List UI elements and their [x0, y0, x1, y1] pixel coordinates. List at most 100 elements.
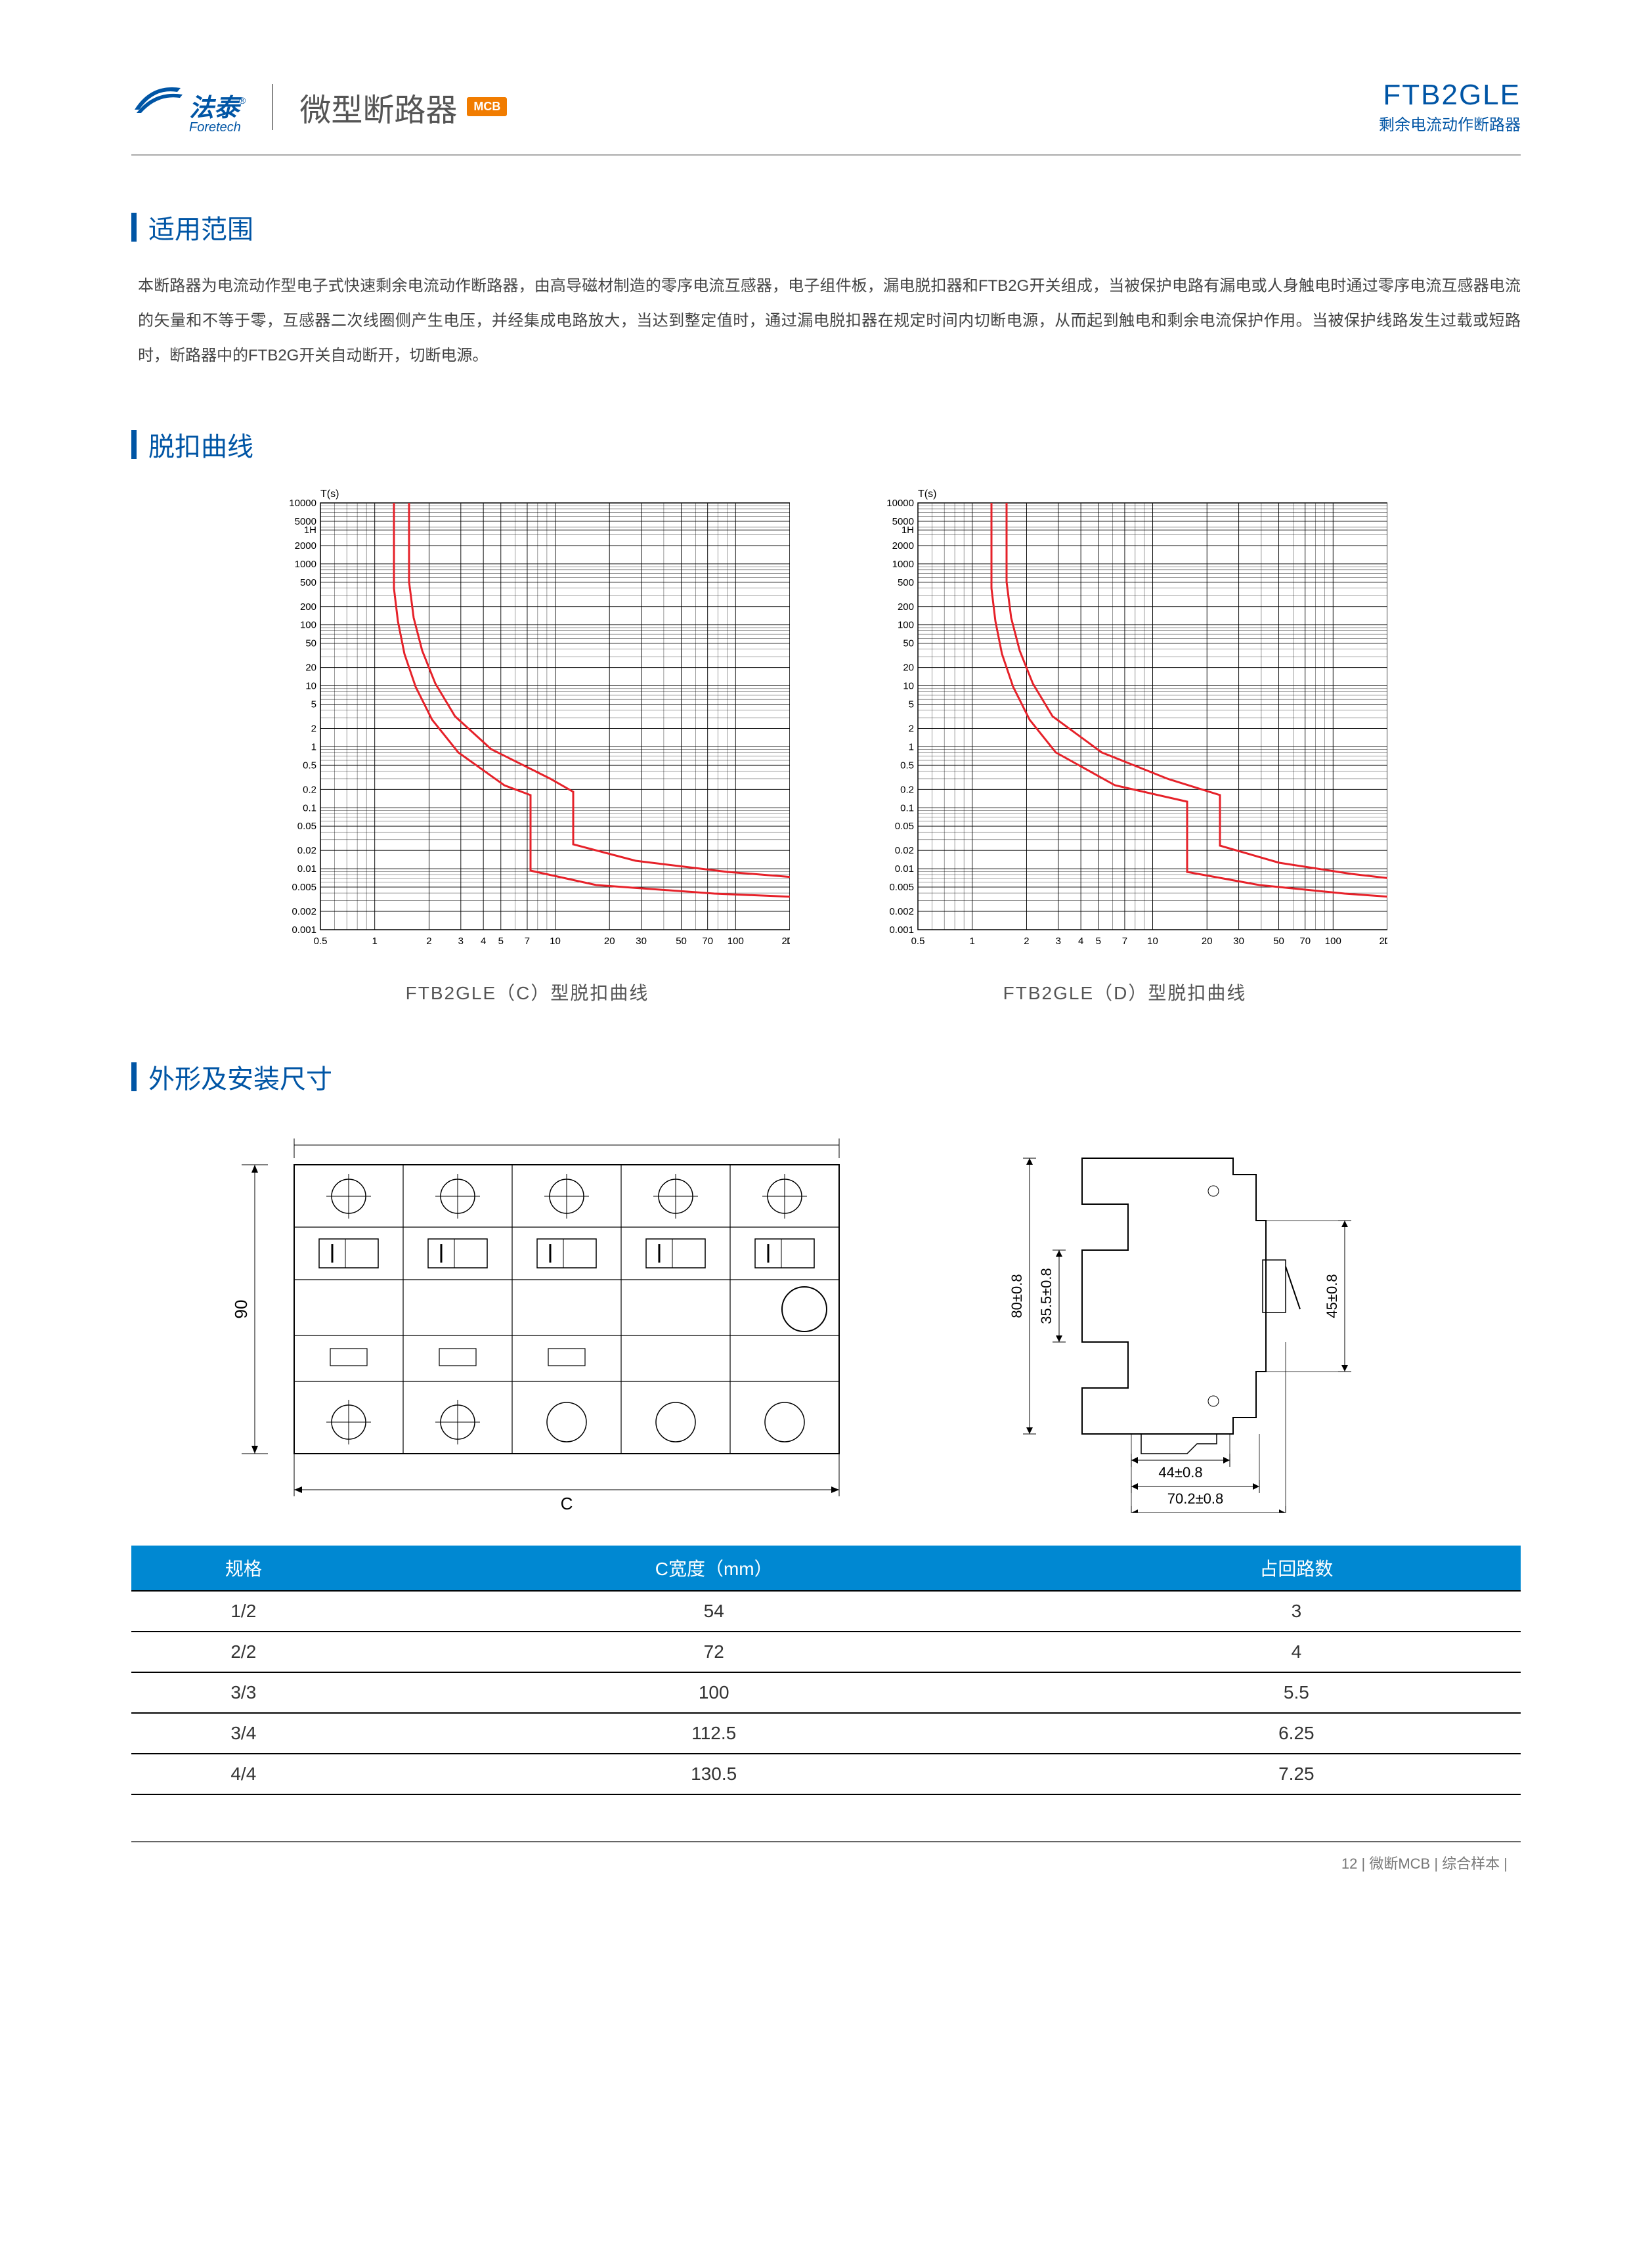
- svg-text:0.2: 0.2: [900, 785, 914, 796]
- table-cell: 4: [1072, 1632, 1521, 1672]
- table-cell: 72: [356, 1632, 1072, 1672]
- front-drawing: 90C: [189, 1119, 911, 1513]
- svg-text:2: 2: [311, 724, 316, 735]
- svg-text:20: 20: [305, 662, 316, 674]
- svg-text:50: 50: [676, 936, 687, 947]
- logo-en: Foretech: [189, 121, 246, 134]
- chart-c-caption: FTB2GLE（C）型脱扣曲线: [265, 979, 790, 1005]
- svg-text:50: 50: [305, 638, 316, 649]
- svg-text:5: 5: [1096, 936, 1101, 947]
- table-row: 3/31005.5: [131, 1672, 1521, 1713]
- logo-text: 法泰® Foretech: [189, 96, 246, 134]
- svg-text:0.5: 0.5: [900, 760, 914, 771]
- section-dimensions: 外形及安装尺寸 90C 80±0.8 35.5±0.8 45±0.8 44±0.8 70…: [131, 1058, 1521, 1795]
- section-title: 适用范围: [131, 208, 1521, 246]
- mcb-badge: MCB: [467, 97, 507, 116]
- svg-text:100: 100: [898, 620, 914, 631]
- svg-text:2: 2: [1024, 936, 1029, 947]
- scope-description: 本断路器为电流动作型电子式快速剩余电流动作断路器，由高导磁材制造的零序电流互感器…: [131, 269, 1521, 373]
- page-header: 法泰® Foretech 微型断路器 MCB FTB2GLE 剩余电流动作断路器: [131, 79, 1521, 156]
- dimensions-table: 规格C宽度（mm）占回路数 1/25432/27243/31005.53/411…: [131, 1546, 1521, 1795]
- table-cell: 112.5: [356, 1713, 1072, 1754]
- svg-text:44±0.8: 44±0.8: [1158, 1464, 1202, 1481]
- product-subtitle: 剩余电流动作断路器: [1379, 112, 1521, 135]
- svg-text:0.5: 0.5: [303, 760, 316, 771]
- svg-text:7: 7: [525, 936, 530, 947]
- svg-text:T(s): T(s): [320, 488, 339, 500]
- svg-text:30: 30: [1233, 936, 1244, 947]
- table-row: 3/4112.56.25: [131, 1713, 1521, 1754]
- svg-text:10: 10: [550, 936, 561, 947]
- svg-text:100: 100: [300, 620, 316, 631]
- logo-swoosh-icon: [131, 80, 184, 116]
- section-title: 脱扣曲线: [131, 425, 1521, 464]
- table-header-cell: C宽度（mm）: [356, 1546, 1072, 1591]
- title-bar-icon: [131, 1062, 137, 1091]
- charts-row: 1000050001H200010005002001005020105210.5…: [131, 487, 1521, 1005]
- logo: 法泰® Foretech: [131, 80, 246, 134]
- svg-text:1: 1: [372, 936, 378, 947]
- svg-text:0.05: 0.05: [895, 821, 914, 833]
- chart-d: 1000050001H200010005002001005020105210.5…: [862, 487, 1387, 1005]
- chart-d-caption: FTB2GLE（D）型脱扣曲线: [862, 979, 1387, 1005]
- svg-text:20: 20: [1202, 936, 1213, 947]
- svg-text:3: 3: [458, 936, 464, 947]
- svg-text:20: 20: [903, 662, 914, 674]
- header-right: FTB2GLE 剩余电流动作断路器: [1379, 79, 1521, 135]
- svg-text:1H: 1H: [304, 525, 316, 536]
- svg-text:0.001: 0.001: [889, 924, 914, 936]
- svg-text:0.005: 0.005: [889, 882, 914, 893]
- svg-text:45±0.8: 45±0.8: [1324, 1274, 1340, 1318]
- side-drawing: 80±0.835.5±0.845±0.844±0.870.2±0.875.7±0…: [951, 1119, 1463, 1513]
- section-scope: 适用范围 本断路器为电流动作型电子式快速剩余电流动作断路器，由高导磁材制造的零序…: [131, 208, 1521, 373]
- svg-text:1000: 1000: [295, 559, 316, 570]
- svg-text:4: 4: [481, 936, 486, 947]
- table-cell: 1/2: [131, 1591, 356, 1632]
- svg-text:0.002: 0.002: [889, 906, 914, 917]
- table-cell: 6.25: [1072, 1713, 1521, 1754]
- svg-text:70.2±0.8: 70.2±0.8: [1167, 1490, 1223, 1507]
- svg-text:0.05: 0.05: [297, 821, 316, 833]
- table-cell: 5.5: [1072, 1672, 1521, 1713]
- table-header-cell: 规格: [131, 1546, 356, 1591]
- svg-text:10000: 10000: [289, 498, 316, 509]
- svg-text:200: 200: [898, 601, 914, 613]
- svg-text:10: 10: [903, 681, 914, 692]
- svg-text:80±0.8: 80±0.8: [1009, 1274, 1025, 1318]
- svg-text:0.005: 0.005: [292, 882, 316, 893]
- vertical-divider: [272, 84, 273, 130]
- table-cell: 3: [1072, 1591, 1521, 1632]
- section3-title: 外形及安装尺寸: [148, 1058, 332, 1096]
- svg-text:0.01: 0.01: [895, 864, 914, 875]
- title-bar-icon: [131, 430, 137, 459]
- table-cell: 130.5: [356, 1754, 1072, 1794]
- chart-d-svg: 1000050001H200010005002001005020105210.5…: [862, 487, 1387, 966]
- title-bar-icon: [131, 213, 137, 242]
- svg-text:1: 1: [909, 742, 914, 753]
- logo-cn: 法泰: [189, 95, 239, 122]
- svg-text:5: 5: [909, 699, 914, 710]
- svg-text:35.5±0.8: 35.5±0.8: [1038, 1268, 1054, 1324]
- svg-text:0.02: 0.02: [895, 846, 914, 857]
- svg-text:50: 50: [1273, 936, 1284, 947]
- svg-text:2000: 2000: [295, 540, 316, 552]
- svg-text:3: 3: [1056, 936, 1061, 947]
- svg-text:1: 1: [311, 742, 316, 753]
- svg-text:I/In: I/In: [1384, 936, 1387, 947]
- table-cell: 7.25: [1072, 1754, 1521, 1794]
- svg-text:20: 20: [604, 936, 615, 947]
- svg-text:0.5: 0.5: [314, 936, 328, 947]
- svg-text:500: 500: [898, 577, 914, 588]
- svg-text:1: 1: [970, 936, 975, 947]
- product-code: FTB2GLE: [1379, 79, 1521, 112]
- svg-text:0.2: 0.2: [303, 785, 316, 796]
- section1-title: 适用范围: [148, 208, 253, 246]
- svg-text:70: 70: [1299, 936, 1311, 947]
- svg-text:0.5: 0.5: [911, 936, 925, 947]
- chart-c: 1000050001H200010005002001005020105210.5…: [265, 487, 790, 1005]
- svg-text:50: 50: [903, 638, 914, 649]
- svg-text:0.01: 0.01: [297, 864, 316, 875]
- table-cell: 3/4: [131, 1713, 356, 1754]
- trademark-icon: ®: [239, 95, 246, 106]
- svg-text:200: 200: [300, 601, 316, 613]
